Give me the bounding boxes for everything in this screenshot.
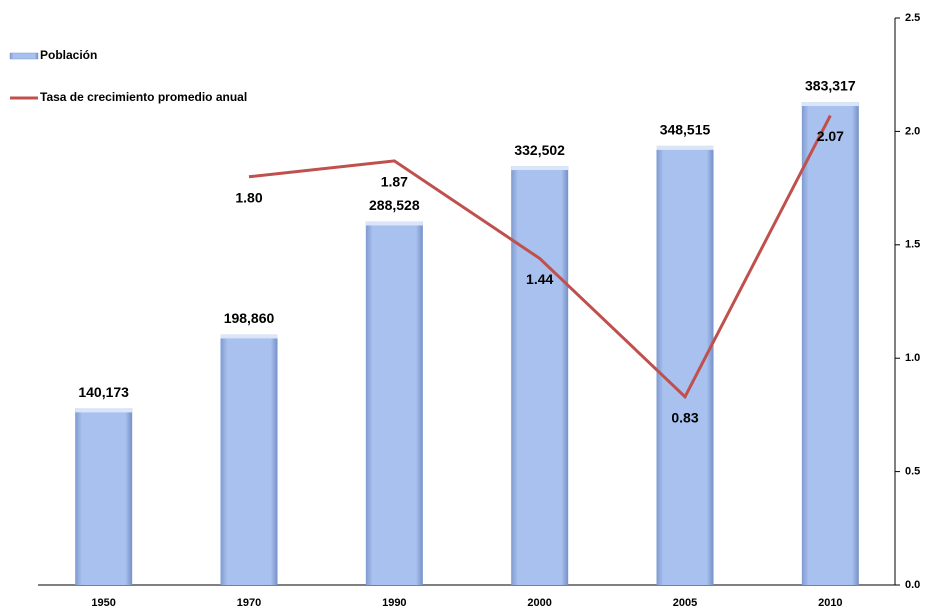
bar [511, 166, 569, 585]
x-tick-label: 2005 [673, 597, 697, 609]
legend-label: Población [40, 48, 97, 62]
x-tick-label: 2000 [527, 597, 551, 609]
line-value-label: 1.44 [526, 271, 553, 287]
legend-label: Tasa de crecimiento promedio anual [40, 90, 247, 104]
bar-highlight [801, 102, 859, 107]
bar [75, 408, 133, 585]
legend-swatch [9, 52, 39, 60]
y2-tick-label: 0.5 [905, 466, 920, 478]
line [248, 114, 832, 400]
bar [801, 102, 859, 586]
x-tick-label: 1950 [91, 597, 115, 609]
line-value-label: 1.80 [235, 189, 262, 205]
line-value-label: 1.87 [381, 174, 408, 190]
y2-tick-label: 0.0 [905, 579, 920, 591]
bar-highlight [75, 408, 133, 413]
bar-highlight [365, 221, 423, 226]
line-value-label: 2.07 [817, 128, 844, 144]
x-tick-label: 1970 [237, 597, 261, 609]
x-tick-label: 2010 [818, 597, 842, 609]
bar [656, 145, 714, 585]
bar-highlight [656, 145, 714, 150]
bar-highlight [220, 334, 278, 339]
bar-value-label: 140,173 [78, 384, 129, 400]
bar [365, 221, 423, 586]
y2-tick-label: 2.0 [905, 125, 920, 137]
bar-value-label: 348,515 [660, 122, 711, 138]
bar-value-label: 198,860 [224, 310, 275, 326]
x-tick-label: 1990 [382, 597, 406, 609]
y2-tick-label: 1.5 [905, 239, 920, 251]
bar-value-label: 383,317 [805, 78, 856, 94]
y2-tick-label: 2.5 [905, 12, 920, 24]
line-value-label: 0.83 [671, 409, 698, 425]
bar-value-label: 288,528 [369, 197, 420, 213]
bar [220, 334, 278, 585]
bar-highlight [511, 166, 569, 171]
bar-value-label: 332,502 [514, 142, 565, 158]
y2-tick-label: 1.0 [905, 352, 920, 364]
